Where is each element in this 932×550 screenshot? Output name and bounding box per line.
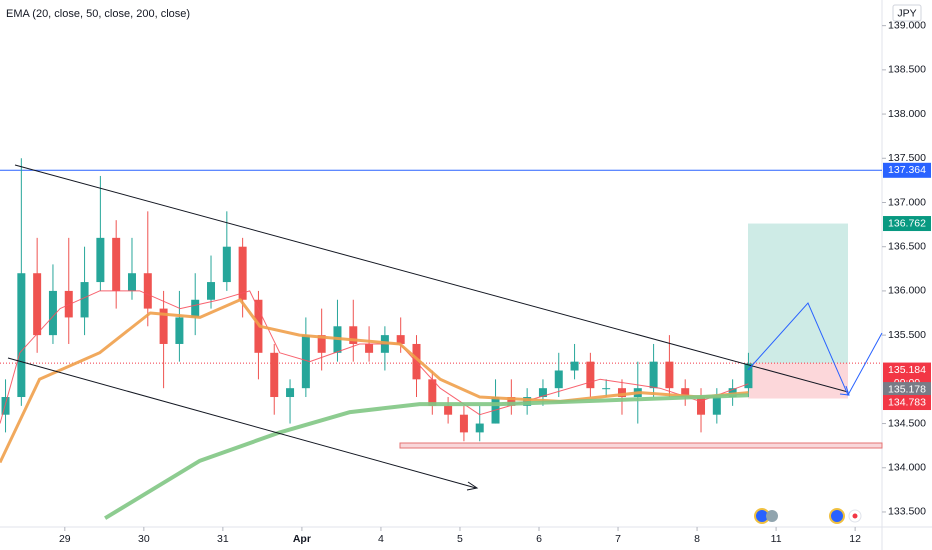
price-label: 136.762 [888,217,926,229]
y-tick-label: 134.500 [888,417,926,429]
candle-body [1,397,10,415]
candle-body [96,237,105,283]
x-tick-label: 5 [457,533,463,545]
currency[interactable]: JPY [897,7,916,19]
candle-body [428,379,437,406]
ema-line [104,393,749,520]
candle-body [475,423,484,433]
candle-body [207,282,216,300]
y-tick-label: 138.000 [888,108,926,120]
x-tick-label: 6 [536,533,542,545]
x-tick-label: 30 [138,533,150,545]
y-tick-label: 137.000 [888,196,926,208]
candle-body [586,361,595,389]
candle-body [270,352,279,398]
candle-body [143,273,152,309]
price-label-box [883,395,931,411]
ema-line [0,298,749,464]
candle-body [80,282,89,318]
target-zone [748,223,848,364]
candle-body [175,317,184,344]
candle-body [301,335,310,389]
candle-body [127,273,136,291]
y-tick-label: 136.500 [888,240,926,252]
support-zone [399,442,883,449]
candle-body [602,388,611,390]
candle-body [191,299,200,318]
trend-line-lower [7,357,477,489]
trend-line-upper [14,164,849,393]
price-label-box [883,216,931,232]
candle-body [396,335,405,344]
arrow-head [466,481,479,491]
candle-body [238,246,247,300]
candle-body [554,370,563,389]
candle-body [665,361,674,389]
candle-body [681,388,690,398]
price-label-box [883,162,931,178]
y-tick-label: 139.000 [888,19,926,31]
candle-body [744,363,753,389]
candle-body [286,388,295,398]
candle-body [649,361,658,389]
candle-body [697,397,706,415]
projection-path [747,302,883,397]
x-tick-label: 31 [217,533,229,545]
x-tick-label: 29 [59,533,71,545]
event-icon[interactable] [829,508,845,524]
candle-body [17,273,26,398]
legend-text: EMA (20, close, 50, close, 200, close) [6,8,190,20]
candle-body [112,237,121,291]
price-label-box [883,382,931,398]
price-label: 134.783 [888,396,926,408]
candle-body [349,326,358,344]
price-label: 137.364 [888,164,926,176]
candle-body [617,388,626,398]
candle-body [222,246,231,283]
x-tick-label: Apr [293,533,311,545]
x-tick-label: 11 [771,533,782,545]
price-label: 135.178 [888,383,926,395]
y-tick-label: 136.000 [888,285,926,297]
candle-body [538,388,547,398]
candle-body [48,290,57,336]
candle-body [570,361,579,371]
ema-line [0,290,749,424]
candle-body [365,343,374,353]
price-label: 135.184 [888,364,926,376]
x-tick-label: 7 [615,533,621,545]
y-tick-label: 137.500 [888,152,926,164]
event-icons [754,508,862,524]
x-tick-label: 12 [849,533,861,545]
y-tick-label: 138.500 [888,64,926,76]
event-dot [852,513,858,519]
x-tick-label: 4 [378,533,384,545]
x-tick-label: 8 [694,533,700,545]
candle-body [712,397,721,415]
y-tick-label: 134.000 [888,462,926,474]
event-icon[interactable] [766,510,778,522]
candle-body [317,335,326,353]
y-tick-label: 135.500 [888,329,926,341]
y-tick-label: 133.500 [888,506,926,518]
candle-body [444,405,453,415]
candle-body [159,308,168,344]
candle-body [459,414,468,433]
currency-button[interactable] [892,4,922,22]
candle-body [33,273,42,336]
projection-arrow [839,385,850,396]
candle-body [507,397,516,406]
